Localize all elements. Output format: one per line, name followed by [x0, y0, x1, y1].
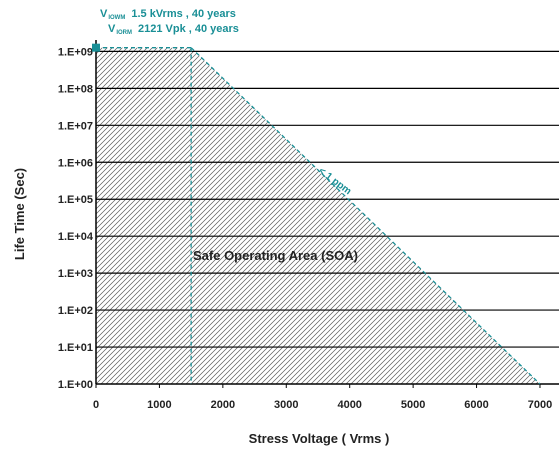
x-tick-label: 0 [93, 399, 99, 411]
limit-point-marker [92, 43, 100, 52]
y-tick-labels: 1.E+00 1.E+01 1.E+02 1.E+03 1.E+04 1.E+05 1.E+… [58, 46, 94, 391]
viorm-text: 2121 Vpk , 40 years [138, 23, 239, 35]
ppm-boundary-line [190, 47, 541, 385]
y-tick-label: 1.E+05 [58, 194, 93, 206]
viowm-subscript: IOWM [108, 15, 125, 21]
y-tick-label: 1.E+07 [58, 120, 93, 132]
soa-area-layer [96, 47, 540, 385]
axis-layer [95, 40, 559, 385]
x-tick-label: 2000 [211, 399, 235, 411]
y-tick-label: 1.E+08 [58, 83, 93, 95]
y-tick-label: 1.E+00 [58, 379, 93, 391]
viowm-prefix: V [100, 8, 108, 20]
x-tick-label: 3000 [274, 399, 298, 411]
x-tick-label: 7000 [528, 399, 552, 411]
soa-area [96, 47, 540, 385]
y-tick-label: 1.E+03 [58, 268, 93, 280]
y-tick-label: 1.E+02 [58, 305, 93, 317]
marker-layer [92, 43, 541, 385]
grid-layer [96, 50, 559, 348]
x-tick-label: 4000 [337, 399, 361, 411]
x-tick-label: 1000 [147, 399, 171, 411]
x-tick-labels: 0 1000 2000 3000 4000 5000 6000 7000 [93, 384, 552, 411]
viorm-prefix: V [108, 23, 116, 35]
y-tick-label: 1.E+01 [58, 342, 93, 354]
viowm-annotation: VIOWM 1.5 kVrms , 40 years [100, 8, 236, 21]
y-tick-label: 1.E+06 [58, 157, 93, 169]
soa-label: Safe Operating Area (SOA) [193, 248, 358, 263]
y-tick-label: 1.E+04 [58, 231, 94, 243]
viorm-annotation: VIORM 2121 Vpk , 40 years [108, 23, 239, 36]
x-axis-title: Stress Voltage ( Vrms ) [249, 431, 390, 446]
y-tick-label: 1.E+09 [58, 46, 93, 58]
viowm-text: 1.5 kVrms , 40 years [131, 8, 236, 20]
viorm-subscript: IORM [116, 30, 132, 36]
y-axis-title: Life Time (Sec) [12, 168, 27, 260]
x-tick-label: 6000 [464, 399, 488, 411]
x-tick-label: 5000 [401, 399, 425, 411]
